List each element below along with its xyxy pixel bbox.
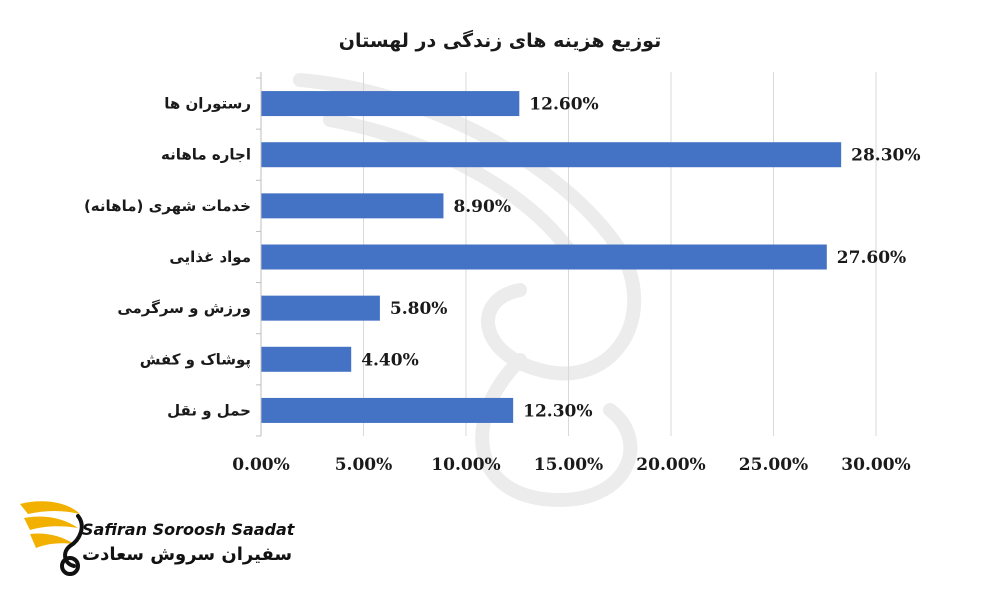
data-label: 12.60% — [529, 95, 598, 115]
data-label: 8.90% — [453, 197, 511, 217]
category-label: حمل و نقل — [167, 401, 251, 419]
data-label: 4.40% — [361, 350, 419, 370]
data-label: 27.60% — [837, 248, 906, 268]
logo-persian-text: سفیران سروش سعادت — [82, 544, 293, 565]
x-tick-label: 30.00% — [841, 455, 910, 475]
chart-title: توزیع هزینه های زندگی در لهستان — [339, 29, 661, 52]
x-tick-label: 10.00% — [431, 455, 500, 475]
bar — [261, 397, 514, 423]
x-tick-label: 25.00% — [739, 455, 808, 475]
x-tick-label: 5.00% — [335, 455, 393, 475]
category-label: اجاره ماهانه — [161, 146, 251, 164]
bar — [261, 142, 842, 168]
bar — [261, 295, 380, 321]
phoenix-logo-icon — [20, 501, 84, 576]
data-label: 12.30% — [523, 401, 592, 421]
category-labels: رستوران ها اجاره ماهانه خدمات شهری (ماهانه… — [84, 95, 251, 420]
x-tick-labels: 0.00% 5.00% 10.00% 15.00% 20.00% 25.00% 30.00% — [232, 455, 910, 475]
x-tick-label: 20.00% — [636, 455, 705, 475]
bars — [261, 91, 842, 423]
category-label: خدمات شهری (ماهانه) — [84, 197, 251, 215]
bar — [261, 346, 352, 372]
bar — [261, 244, 827, 270]
bar — [261, 91, 520, 117]
category-label: رستوران ها — [164, 95, 251, 113]
data-label: 5.80% — [390, 299, 448, 319]
data-labels: 12.60% 28.30% 8.90% 27.60% 5.80% 4.40% 12.30% — [361, 95, 920, 422]
logo-english-text: Safiran Soroosh Saadat — [82, 520, 295, 539]
category-label: ورزش و سرگرمی — [117, 299, 251, 317]
category-label: پوشاک و کفش — [140, 350, 251, 369]
category-label: مواد غذایی — [169, 248, 251, 266]
company-logo: Safiran Soroosh Saadat سفیران سروش سعادت — [18, 492, 294, 582]
x-tick-label: 15.00% — [534, 455, 603, 475]
data-label: 28.30% — [851, 146, 920, 166]
x-tick-label: 0.00% — [232, 455, 290, 475]
bar — [261, 193, 444, 219]
